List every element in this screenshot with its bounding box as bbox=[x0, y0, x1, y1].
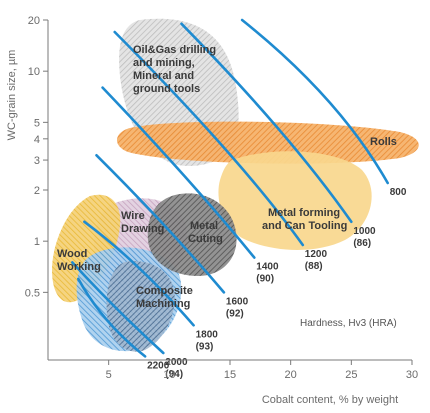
region-label-metal-forming: Metal forming and Can Tooling bbox=[262, 207, 347, 232]
hardness-note: Hardness, Hv3 (HRA) bbox=[300, 318, 397, 329]
hardness-label-1200: 1200 (88) bbox=[305, 249, 328, 272]
hardness-label-2200: 2200 bbox=[147, 360, 170, 371]
x-tick-label: 25 bbox=[345, 369, 357, 381]
y-tick-label: 4 bbox=[34, 134, 40, 146]
x-tick-label: 30 bbox=[406, 369, 418, 381]
y-tick-label: 3 bbox=[34, 155, 40, 167]
y-ticks: 0.5 1 2 3 4 5 10 20 bbox=[25, 15, 48, 299]
region-metal-forming bbox=[218, 151, 372, 250]
region-label-oil-gas: Oil&Gas drilling and mining, Mineral and… bbox=[133, 44, 219, 95]
region-label-composite-machining: Composite Machining bbox=[136, 285, 196, 310]
hardness-line-1000 bbox=[180, 22, 353, 224]
y-tick-label: 0.5 bbox=[25, 287, 40, 299]
y-tick-label: 2 bbox=[34, 185, 40, 197]
hardness-line-1600 bbox=[95, 154, 226, 294]
region-composite-machining-dark bbox=[106, 261, 175, 352]
hardness-label-1400: 1400 (90) bbox=[256, 262, 279, 285]
y-tick-label: 5 bbox=[34, 117, 40, 129]
hardness-label-1800: 1800 (93) bbox=[196, 329, 219, 352]
region-labels: Oil&Gas drilling and mining, Mineral and… bbox=[57, 44, 397, 310]
hardness-line-2200 bbox=[77, 277, 147, 358]
region-label-rolls: Rolls bbox=[370, 136, 397, 148]
y-tick-label: 10 bbox=[28, 66, 40, 78]
hardness-line-1400 bbox=[101, 86, 256, 259]
region-metal-cutting bbox=[147, 193, 237, 276]
y-tick-label: 20 bbox=[28, 15, 40, 27]
hardness-line-1800 bbox=[83, 220, 195, 327]
hardness-line-1200 bbox=[113, 30, 305, 247]
hardness-label-1000: 1000 (86) bbox=[353, 226, 376, 249]
hardness-label-2000: 2000 (94) bbox=[165, 357, 188, 380]
y-axis-label: WC-grain size, µm bbox=[6, 50, 18, 141]
hardness-line-800 bbox=[240, 18, 389, 185]
region-label-metal-cutting: Metal Cuting bbox=[188, 220, 223, 245]
y-tick-label: 1 bbox=[34, 236, 40, 248]
region-label-wood-working: Wood Working bbox=[57, 248, 101, 273]
x-tick-label: 5 bbox=[106, 369, 112, 381]
region-rolls bbox=[116, 121, 419, 164]
x-tick-label: 20 bbox=[285, 369, 297, 381]
region-wood-working bbox=[52, 194, 121, 303]
hardness-label-1600: 1600 (92) bbox=[226, 296, 249, 319]
application-regions bbox=[52, 18, 419, 352]
axes: 0.5 1 2 3 4 5 10 20 5 10 15 20 25 30 WC-grain size, … bbox=[6, 15, 418, 406]
x-axis-label: Cobalt content, % by weight bbox=[262, 394, 398, 406]
x-ticks: 5 10 15 20 25 30 bbox=[106, 360, 418, 381]
hardness-label-800: 800 bbox=[390, 187, 407, 198]
x-tick-label: 15 bbox=[224, 369, 236, 381]
region-label-wire-drawing: Wire Drawing bbox=[121, 210, 164, 235]
hardness-line-2000 bbox=[71, 261, 165, 355]
x-tick-label: 10 bbox=[163, 369, 175, 381]
